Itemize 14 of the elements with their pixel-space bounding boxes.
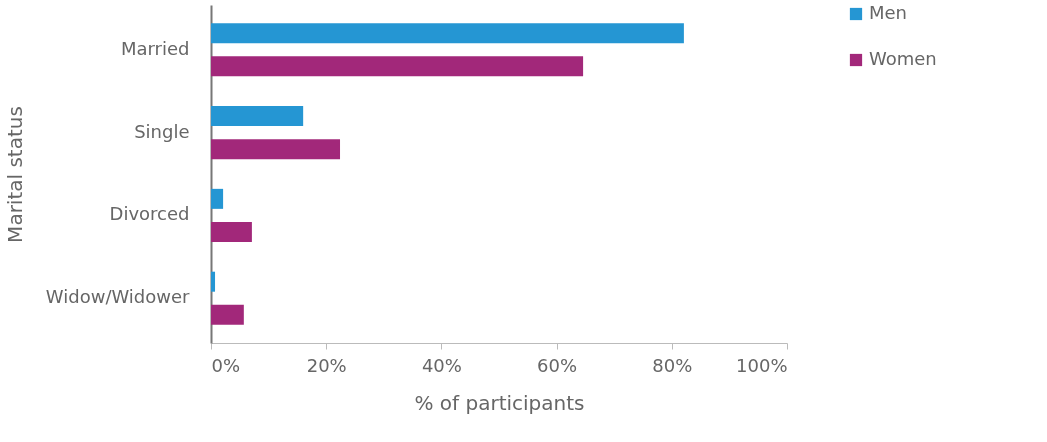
x-tick-label: 60% xyxy=(537,354,578,376)
y-tick-label: Widow/Widower xyxy=(45,286,191,308)
y-tick-label: Divorced xyxy=(109,203,190,225)
x-tick-label: 80% xyxy=(652,354,693,376)
y-tick-label: Single xyxy=(134,120,190,142)
x-tick-label: 40% xyxy=(421,354,462,376)
y-tick-label: Married xyxy=(120,37,190,59)
legend-label: Women xyxy=(869,48,937,69)
x-tick-label: 0% xyxy=(211,354,241,376)
x-tick-label: 100% xyxy=(736,354,788,376)
x-tick-label: 20% xyxy=(306,354,347,376)
legend-label: Men xyxy=(869,2,908,23)
y-axis-title: Marital status xyxy=(2,106,27,243)
x-axis-title: % of participants xyxy=(414,390,585,415)
